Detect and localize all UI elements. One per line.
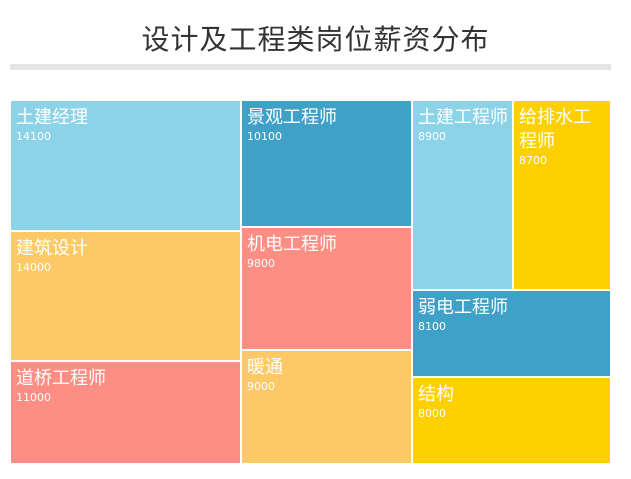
- treemap-cell: 土建经理 14100: [10, 100, 241, 231]
- cell-name: 机电工程师: [247, 234, 337, 255]
- cell-value: 8900: [418, 130, 446, 143]
- treemap-cell: 结构 8000: [412, 377, 611, 464]
- cell-name: 道桥工程师: [16, 368, 106, 389]
- treemap-cell: 弱电工程师 8100: [412, 290, 611, 377]
- cell-value: 10100: [247, 130, 282, 143]
- title-divider: [10, 64, 611, 70]
- cell-value: 11000: [16, 391, 51, 404]
- cell-value: 14000: [16, 261, 51, 274]
- cell-name: 景观工程师: [247, 107, 337, 128]
- cell-value: 8100: [418, 320, 446, 333]
- treemap-cell: 给排水工程师 8700: [513, 100, 611, 290]
- cell-label: 弱电工程师 8100: [418, 296, 606, 333]
- treemap-cell: 土建工程师 8900: [412, 100, 513, 290]
- chart-title: 设计及工程类岗位薪资分布: [141, 23, 490, 56]
- cell-label: 土建工程师 8900: [418, 106, 508, 143]
- cell-label: 机电工程师 9800: [247, 233, 407, 270]
- cell-label: 道桥工程师 11000: [16, 367, 236, 404]
- cell-name: 弱电工程师: [418, 297, 508, 318]
- cell-value: 9800: [247, 257, 275, 270]
- cell-name: 结构: [418, 384, 454, 405]
- treemap-cell: 暖通 9000: [241, 350, 412, 464]
- cell-value: 8700: [519, 154, 547, 167]
- cell-name: 暖通: [247, 357, 283, 378]
- cell-value: 8000: [418, 407, 446, 420]
- cell-label: 景观工程师 10100: [247, 106, 407, 143]
- treemap-cell: 道桥工程师 11000: [10, 361, 241, 464]
- cell-label: 建筑设计 14000: [16, 237, 236, 274]
- cell-name: 土建工程师: [418, 107, 508, 128]
- cell-label: 土建经理 14100: [16, 106, 236, 143]
- cell-label: 给排水工程师 8700: [519, 106, 606, 167]
- cell-value: 9000: [247, 380, 275, 393]
- treemap-cell: 机电工程师 9800: [241, 227, 412, 350]
- cell-label: 结构 8000: [418, 383, 606, 420]
- treemap-cell: 景观工程师 10100: [241, 100, 412, 227]
- cell-name: 给排水工程师: [519, 107, 591, 152]
- cell-name: 建筑设计: [16, 238, 88, 259]
- treemap-cell: 建筑设计 14000: [10, 231, 241, 361]
- cell-label: 暖通 9000: [247, 356, 407, 393]
- cell-value: 14100: [16, 130, 51, 143]
- cell-name: 土建经理: [16, 107, 88, 128]
